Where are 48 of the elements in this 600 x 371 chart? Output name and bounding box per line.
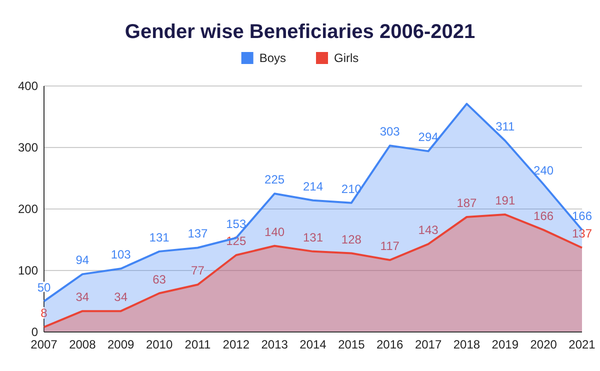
x-tick-label: 2016 [376,338,404,352]
y-tick-label: 200 [18,202,38,216]
data-label: 63 [152,272,166,286]
x-tick-label: 2017 [414,338,442,352]
data-label: 137 [188,226,208,241]
chart-title: Gender wise Beneficiaries 2006-2021 [124,21,476,43]
x-tick-label: 2011 [184,338,211,352]
x-tick-label: 2019 [492,338,519,352]
legend-label: Girls [334,51,359,65]
data-label: 214 [302,179,324,194]
data-label: 131 [149,230,170,244]
legend-label: Boys [259,51,286,65]
data-label: 191 [495,194,516,208]
data-label: 34 [76,290,90,304]
data-label: 94 [76,253,90,268]
data-label: 166 [534,208,554,223]
x-tick-label: 2014 [300,338,327,352]
data-label: 137 [572,226,592,241]
x-tick-label: 2018 [453,338,480,352]
data-label: 77 [191,264,205,278]
y-tick-label: 300 [18,140,38,154]
data-label: 103 [110,248,132,262]
data-label: 131 [302,230,324,244]
data-label: 166 [572,208,592,223]
data-label: 153 [226,216,246,231]
x-tick-label: 2013 [261,338,288,352]
data-label: 143 [418,223,439,238]
y-tick-label: 400 [18,78,38,93]
x-tick-label: 2010 [146,338,173,352]
data-label: 128 [341,232,362,246]
x-tick-label: 2021 [568,338,596,352]
x-tick-label: 2009 [108,338,135,352]
y-tick-label: 0 [31,324,38,339]
data-label: 311 [496,120,516,134]
data-label: 34 [114,290,128,304]
data-label: 140 [264,224,285,239]
data-label: 187 [456,196,478,210]
x-tick-label: 2008 [69,338,96,352]
y-tick-label: 100 [18,263,38,278]
x-tick-label: 2020 [530,338,558,352]
data-label: 117 [380,239,400,254]
data-label: 294 [418,130,439,144]
x-tick-label: 2012 [222,338,250,352]
x-tick-label: 2007 [30,338,58,352]
data-label: 240 [534,163,554,178]
x-tick-label: 2015 [338,338,366,352]
data-label: 303 [380,124,400,139]
data-label: 225 [264,172,285,187]
